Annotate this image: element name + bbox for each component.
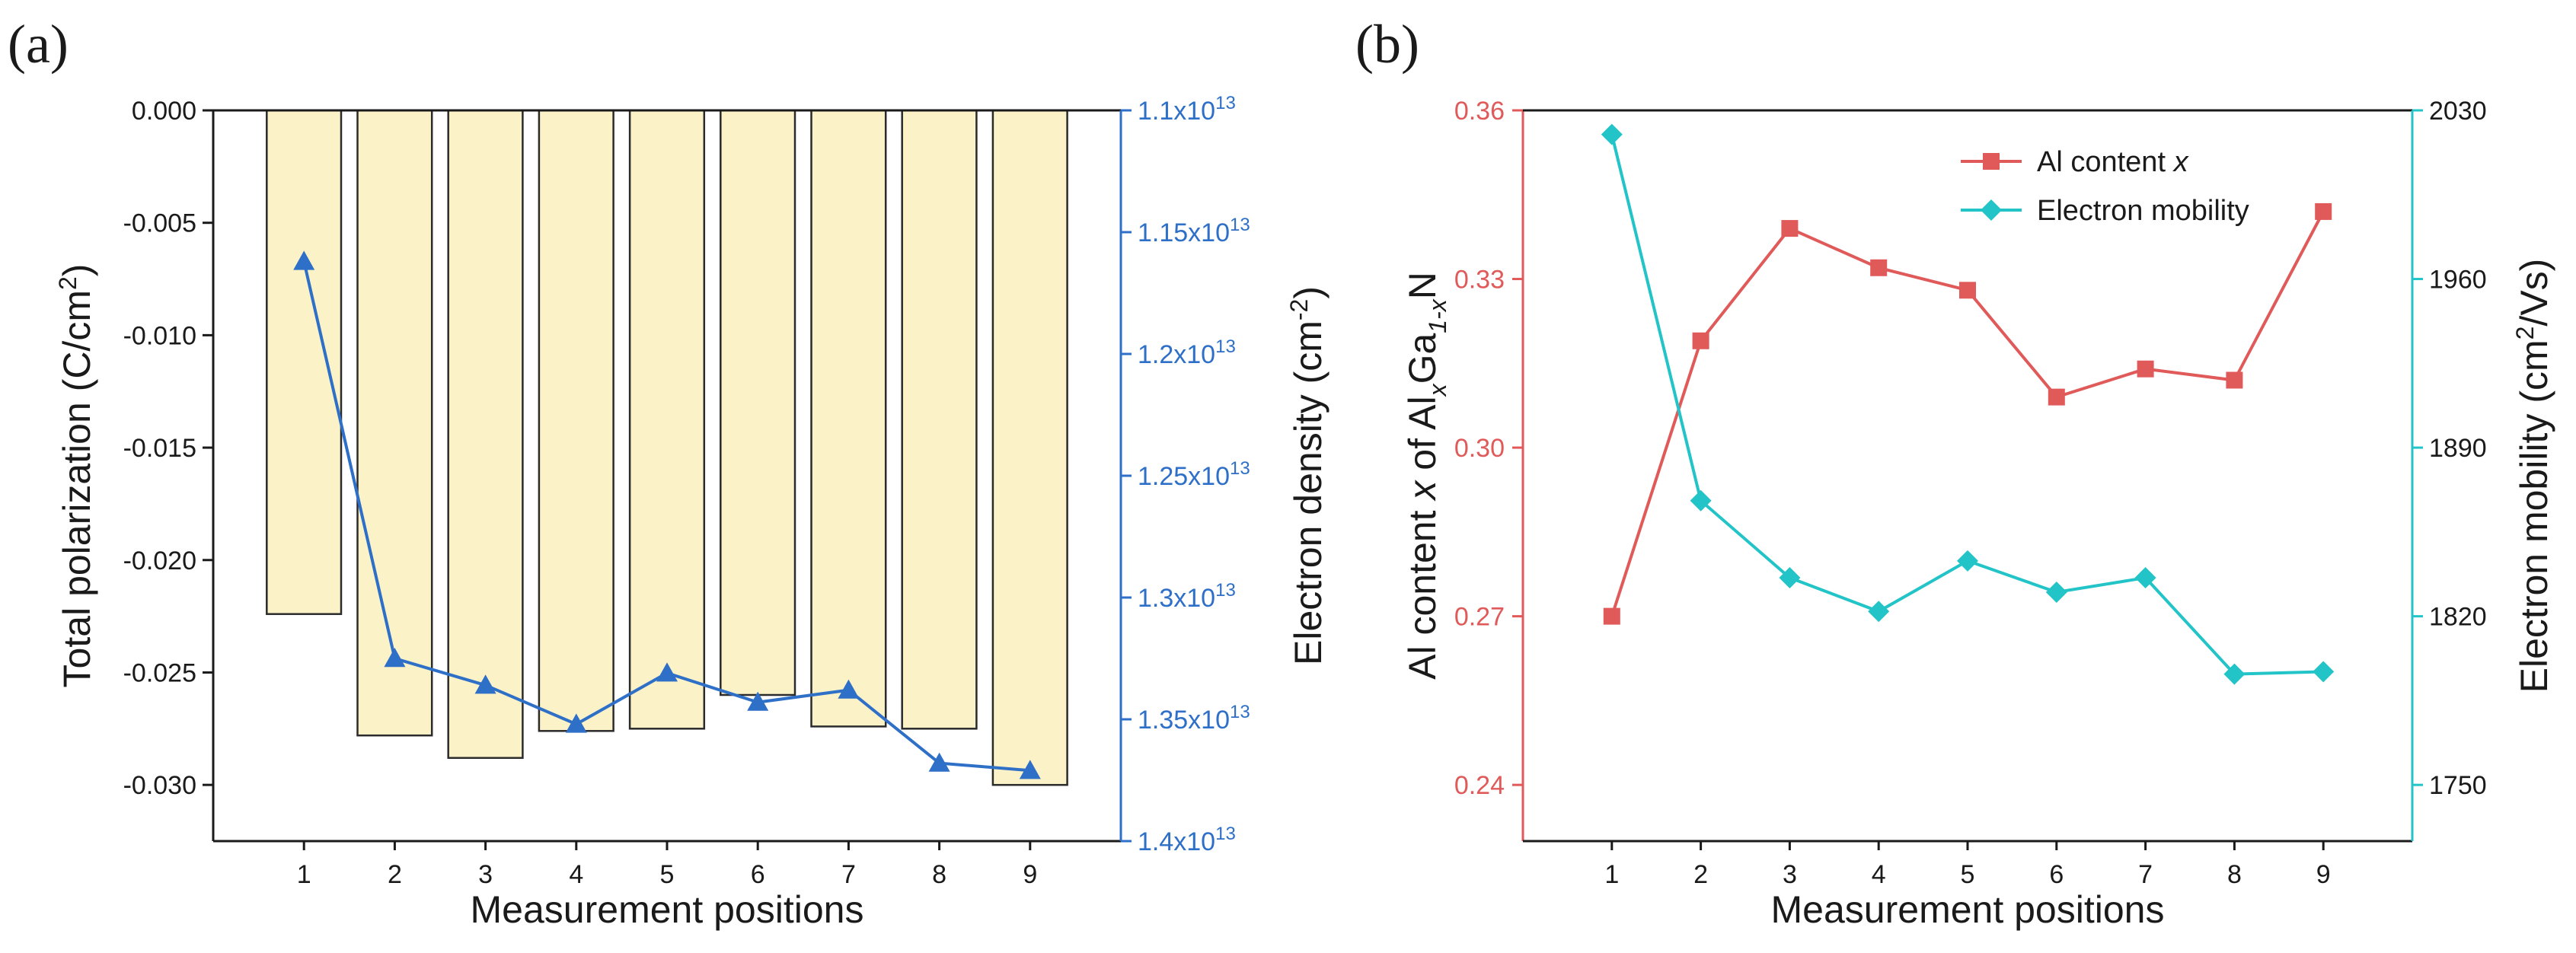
- electron-mobility-point-1: [1601, 123, 1623, 145]
- x-tick-label: 1: [1604, 860, 1619, 889]
- electron-density-point-5: [656, 662, 678, 682]
- electron-density-point-3: [474, 674, 496, 694]
- al-content-point-6: [2048, 388, 2065, 406]
- x-tick-label: 8: [932, 860, 946, 889]
- al-content-point-5: [1959, 282, 1976, 299]
- right-tick-label: 1.4x1013: [1138, 824, 1236, 856]
- al-content-point-8: [2226, 371, 2243, 389]
- panel-a-label: (a): [8, 14, 69, 75]
- right-tick-label: 1820: [2429, 603, 2487, 632]
- right-tick-label: 1890: [2429, 434, 2487, 463]
- right-tick-label: 1.3x1013: [1138, 580, 1236, 613]
- right-tick-label: 1.2x1013: [1138, 336, 1236, 369]
- right-tick-label: 1.25x1013: [1138, 458, 1250, 491]
- x-tick-label: 3: [478, 860, 493, 889]
- al-content-point-9: [2315, 202, 2332, 220]
- al-content-point-3: [1781, 220, 1799, 237]
- left-tick-label: 0.24: [1454, 771, 1505, 800]
- electron-density-point-6: [747, 691, 769, 711]
- right-tick-label: 1.15x1013: [1138, 215, 1250, 247]
- panel-b: (b) 0.24 0.27 0.30 0.33 0.36 1750 1820 1890 1960…: [1355, 14, 2555, 931]
- legend-marker-square: [1983, 153, 2000, 170]
- electron-mobility-point-9: [2313, 661, 2335, 683]
- bar-1: [266, 109, 343, 615]
- electron-density-point-4: [565, 713, 587, 733]
- x-tick-label: 1: [297, 860, 311, 889]
- right-tick-label: 1.35x1013: [1138, 702, 1250, 735]
- left-tick-label: -0.015: [123, 434, 196, 463]
- bar-7: [810, 109, 887, 728]
- bar-5: [628, 109, 706, 730]
- electron-density-point-9: [1019, 760, 1041, 779]
- x-tick-label: 2: [1693, 860, 1708, 889]
- bar-3: [447, 109, 524, 759]
- electron-mobility-point-2: [1690, 489, 1712, 512]
- x-tick-label: 9: [2316, 860, 2331, 889]
- bar-9: [991, 109, 1068, 786]
- right-tick-label: 1.1x1013: [1138, 93, 1236, 126]
- electron-mobility-point-6: [2045, 581, 2067, 603]
- panel-a: (a) 0.000 -0.005 -0.010 -0.015 -0.020 -0.025 -…: [8, 14, 1329, 931]
- electron-density-point-1: [293, 250, 315, 270]
- right-tick-label: 2030: [2429, 97, 2487, 126]
- electron-mobility-point-8: [2223, 663, 2246, 685]
- right-tick-label: 1750: [2429, 771, 2487, 800]
- x-axis-title: Measurement positions: [1771, 888, 2165, 931]
- bar-4: [538, 109, 614, 732]
- left-tick-label: 0.36: [1454, 97, 1505, 126]
- left-tick-label: -0.010: [123, 321, 196, 350]
- x-tick-label: 6: [751, 860, 765, 889]
- x-tick-label: 4: [569, 860, 583, 889]
- x-tick-label: 7: [2138, 860, 2153, 889]
- left-tick-label: -0.020: [123, 547, 196, 575]
- electron-density-point-7: [838, 679, 860, 699]
- electron-density-point-2: [384, 648, 406, 668]
- electron-mobility-point-3: [1779, 566, 1801, 588]
- left-tick-label: -0.025: [123, 658, 196, 687]
- al-content-point-1: [1603, 607, 1620, 625]
- x-tick-label: 2: [388, 860, 402, 889]
- left-tick-label: 0.27: [1454, 603, 1505, 632]
- bar-6: [720, 109, 796, 696]
- x-tick-label: 8: [2227, 860, 2242, 889]
- al-content-point-2: [1692, 332, 1709, 349]
- legend: Al content x Electron mobility: [1961, 146, 2249, 227]
- bar-2: [356, 109, 433, 737]
- right-axis-title: Electron density (cm-2): [1285, 286, 1329, 665]
- left-axis-title: Total polarization (C/cm2): [54, 264, 98, 688]
- x-tick-label: 6: [2049, 860, 2064, 889]
- right-axis-title: Electron mobility (cm2/Vs): [2511, 259, 2555, 693]
- x-axis-title: Measurement positions: [471, 888, 864, 931]
- legend-label-2: Electron mobility: [2037, 195, 2249, 227]
- bar-8: [901, 109, 978, 730]
- x-tick-label: 5: [660, 860, 675, 889]
- legend-label-1: Al content x: [2037, 146, 2190, 178]
- electron-mobility-point-7: [2134, 566, 2156, 588]
- al-content-point-4: [1870, 259, 1888, 276]
- left-axis-title: Al content x of AlxGa1-xN: [1401, 272, 1451, 680]
- electron-density-point-8: [928, 752, 950, 772]
- x-tick-label: 4: [1872, 860, 1886, 889]
- right-tick-label: 1960: [2429, 266, 2487, 295]
- left-tick-label: -0.005: [123, 209, 196, 238]
- left-tick-label: 0.000: [132, 97, 196, 126]
- al-content-point-7: [2137, 360, 2154, 378]
- left-tick-label: 0.30: [1454, 434, 1505, 463]
- panel-b-label: (b): [1355, 14, 1419, 75]
- electron-mobility-point-5: [1957, 550, 1978, 572]
- x-tick-label: 3: [1783, 860, 1797, 889]
- electron-mobility-point-4: [1868, 601, 1890, 623]
- x-tick-label: 5: [1961, 860, 1975, 889]
- left-tick-label: -0.030: [123, 771, 196, 800]
- x-tick-label: 9: [1023, 860, 1037, 889]
- left-tick-label: 0.33: [1454, 266, 1505, 295]
- x-tick-label: 7: [841, 860, 856, 889]
- legend-marker-diamond: [1981, 199, 2002, 221]
